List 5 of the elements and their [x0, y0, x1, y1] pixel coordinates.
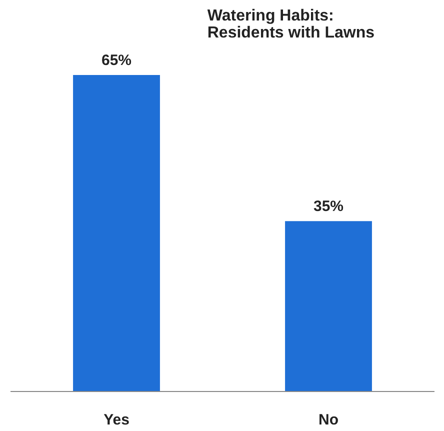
x-tick-label: No — [318, 412, 338, 428]
chart-title: Watering Habits: Residents with Lawns — [207, 8, 375, 42]
data-label: 35% — [313, 198, 344, 216]
x-tick-label: Yes — [104, 412, 130, 428]
data-label: 65% — [101, 52, 132, 69]
